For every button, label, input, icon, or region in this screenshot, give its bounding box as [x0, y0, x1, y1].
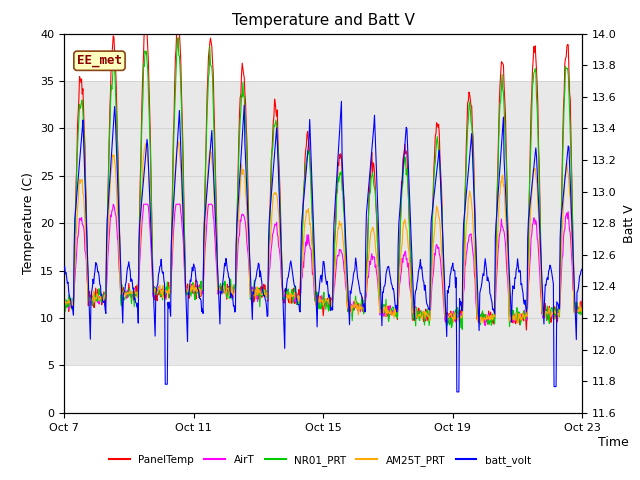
- Y-axis label: Temperature (C): Temperature (C): [22, 172, 35, 274]
- Y-axis label: Batt V: Batt V: [623, 204, 636, 242]
- Legend: PanelTemp, AirT, NR01_PRT, AM25T_PRT, batt_volt: PanelTemp, AirT, NR01_PRT, AM25T_PRT, ba…: [105, 451, 535, 470]
- X-axis label: Time: Time: [598, 435, 629, 448]
- Text: EE_met: EE_met: [77, 54, 122, 67]
- Title: Temperature and Batt V: Temperature and Batt V: [232, 13, 415, 28]
- Bar: [64, 81, 582, 365]
